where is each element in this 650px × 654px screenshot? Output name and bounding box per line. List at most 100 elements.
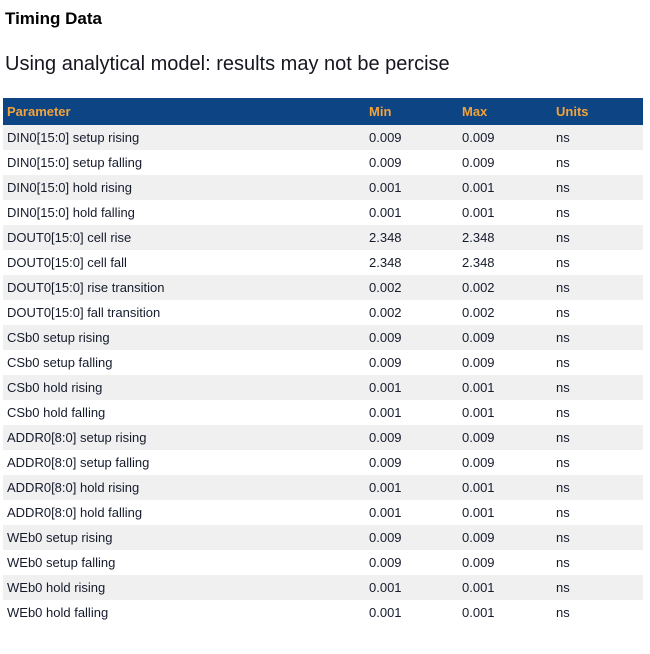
table-row: DIN0[15:0] setup rising 0.009 0.009 ns xyxy=(3,125,643,150)
units-cell: ns xyxy=(556,505,570,520)
page-subtitle: Using analytical model: results may not … xyxy=(5,53,450,75)
units-cell: ns xyxy=(556,305,570,320)
min-cell: 0.009 xyxy=(369,430,402,445)
col-header-parameter: Parameter xyxy=(3,98,365,125)
units-cell: ns xyxy=(556,605,570,620)
table-row: ADDR0[8:0] setup rising 0.009 0.009 ns xyxy=(3,425,643,450)
parameter-cell: CSb0 hold rising xyxy=(7,380,103,395)
max-cell: 0.001 xyxy=(462,205,495,220)
units-cell: ns xyxy=(556,380,570,395)
parameter-cell: CSb0 setup falling xyxy=(7,355,113,370)
units-cell: ns xyxy=(556,480,570,495)
max-cell: 0.002 xyxy=(462,305,495,320)
units-cell: ns xyxy=(556,230,570,245)
parameter-cell: DOUT0[15:0] rise transition xyxy=(7,280,165,295)
min-cell: 0.001 xyxy=(369,480,402,495)
table-row: DOUT0[15:0] fall transition 0.002 0.002 ns xyxy=(3,300,643,325)
parameter-cell: WEb0 hold falling xyxy=(7,605,109,620)
min-cell: 2.348 xyxy=(369,230,402,245)
parameter-cell: ADDR0[8:0] setup rising xyxy=(7,430,147,445)
units-cell: ns xyxy=(556,130,570,145)
min-cell: 2.348 xyxy=(369,255,402,270)
table-row: ADDR0[8:0] setup falling 0.009 0.009 ns xyxy=(3,450,643,475)
min-cell: 0.009 xyxy=(369,330,402,345)
min-cell: 0.001 xyxy=(369,180,402,195)
max-cell: 2.348 xyxy=(462,230,495,245)
min-cell: 0.009 xyxy=(369,455,402,470)
table-row: WEb0 hold falling 0.001 0.001 ns xyxy=(3,600,643,625)
max-cell: 0.009 xyxy=(462,130,495,145)
min-cell: 0.009 xyxy=(369,530,402,545)
parameter-cell: DIN0[15:0] setup rising xyxy=(7,130,140,145)
max-cell: 0.001 xyxy=(462,405,495,420)
table-row: WEb0 hold rising 0.001 0.001 ns xyxy=(3,575,643,600)
parameter-cell: WEb0 setup falling xyxy=(7,555,116,570)
units-cell: ns xyxy=(556,355,570,370)
parameter-cell: DIN0[15:0] hold rising xyxy=(7,180,133,195)
col-header-units: Units xyxy=(552,98,643,125)
max-cell: 0.009 xyxy=(462,430,495,445)
max-cell: 0.009 xyxy=(462,330,495,345)
page-title: Timing Data xyxy=(5,9,102,28)
timing-data-table: Parameter Min Max Units DIN0[15:0] setup… xyxy=(3,98,643,625)
min-cell: 0.001 xyxy=(369,380,402,395)
parameter-cell: ADDR0[8:0] hold falling xyxy=(7,505,143,520)
table-row: ADDR0[8:0] hold falling 0.001 0.001 ns xyxy=(3,500,643,525)
units-cell: ns xyxy=(556,180,570,195)
parameter-cell: WEb0 setup rising xyxy=(7,530,113,545)
min-cell: 0.009 xyxy=(369,355,402,370)
table-header-row: Parameter Min Max Units xyxy=(3,98,643,125)
min-cell: 0.001 xyxy=(369,405,402,420)
parameter-cell: DOUT0[15:0] fall transition xyxy=(7,305,161,320)
min-cell: 0.001 xyxy=(369,205,402,220)
table-row: CSb0 setup rising 0.009 0.009 ns xyxy=(3,325,643,350)
units-cell: ns xyxy=(556,430,570,445)
units-cell: ns xyxy=(556,205,570,220)
parameter-cell: CSb0 hold falling xyxy=(7,405,106,420)
min-cell: 0.002 xyxy=(369,305,402,320)
units-cell: ns xyxy=(556,580,570,595)
units-cell: ns xyxy=(556,555,570,570)
table-row: CSb0 hold rising 0.001 0.001 ns xyxy=(3,375,643,400)
parameter-cell: CSb0 setup rising xyxy=(7,330,110,345)
parameter-cell: WEb0 hold rising xyxy=(7,580,106,595)
max-cell: 0.009 xyxy=(462,555,495,570)
max-cell: 0.001 xyxy=(462,505,495,520)
max-cell: 0.001 xyxy=(462,605,495,620)
parameter-cell: DIN0[15:0] setup falling xyxy=(7,155,143,170)
table-row: WEb0 setup falling 0.009 0.009 ns xyxy=(3,550,643,575)
min-cell: 0.002 xyxy=(369,280,402,295)
units-cell: ns xyxy=(556,280,570,295)
units-cell: ns xyxy=(556,530,570,545)
max-cell: 0.001 xyxy=(462,480,495,495)
parameter-cell: DOUT0[15:0] cell fall xyxy=(7,255,127,270)
table-row: DIN0[15:0] hold rising 0.001 0.001 ns xyxy=(3,175,643,200)
table-row: ADDR0[8:0] hold rising 0.001 0.001 ns xyxy=(3,475,643,500)
max-cell: 0.009 xyxy=(462,155,495,170)
max-cell: 0.001 xyxy=(462,580,495,595)
max-cell: 0.009 xyxy=(462,530,495,545)
max-cell: 0.002 xyxy=(462,280,495,295)
table-row: DOUT0[15:0] cell fall 2.348 2.348 ns xyxy=(3,250,643,275)
min-cell: 0.001 xyxy=(369,605,402,620)
parameter-cell: DIN0[15:0] hold falling xyxy=(7,205,135,220)
max-cell: 0.001 xyxy=(462,380,495,395)
units-cell: ns xyxy=(556,405,570,420)
min-cell: 0.001 xyxy=(369,505,402,520)
max-cell: 2.348 xyxy=(462,255,495,270)
col-header-min: Min xyxy=(365,98,458,125)
parameter-cell: ADDR0[8:0] hold rising xyxy=(7,480,140,495)
units-cell: ns xyxy=(556,255,570,270)
units-cell: ns xyxy=(556,330,570,345)
units-cell: ns xyxy=(556,155,570,170)
parameter-cell: DOUT0[15:0] cell rise xyxy=(7,230,132,245)
table-row: CSb0 hold falling 0.001 0.001 ns xyxy=(3,400,643,425)
max-cell: 0.009 xyxy=(462,455,495,470)
table-row: DIN0[15:0] hold falling 0.001 0.001 ns xyxy=(3,200,643,225)
min-cell: 0.009 xyxy=(369,130,402,145)
min-cell: 0.001 xyxy=(369,580,402,595)
table-row: DOUT0[15:0] rise transition 0.002 0.002 ns xyxy=(3,275,643,300)
max-cell: 0.001 xyxy=(462,180,495,195)
table-row: CSb0 setup falling 0.009 0.009 ns xyxy=(3,350,643,375)
parameter-cell: ADDR0[8:0] setup falling xyxy=(7,455,150,470)
